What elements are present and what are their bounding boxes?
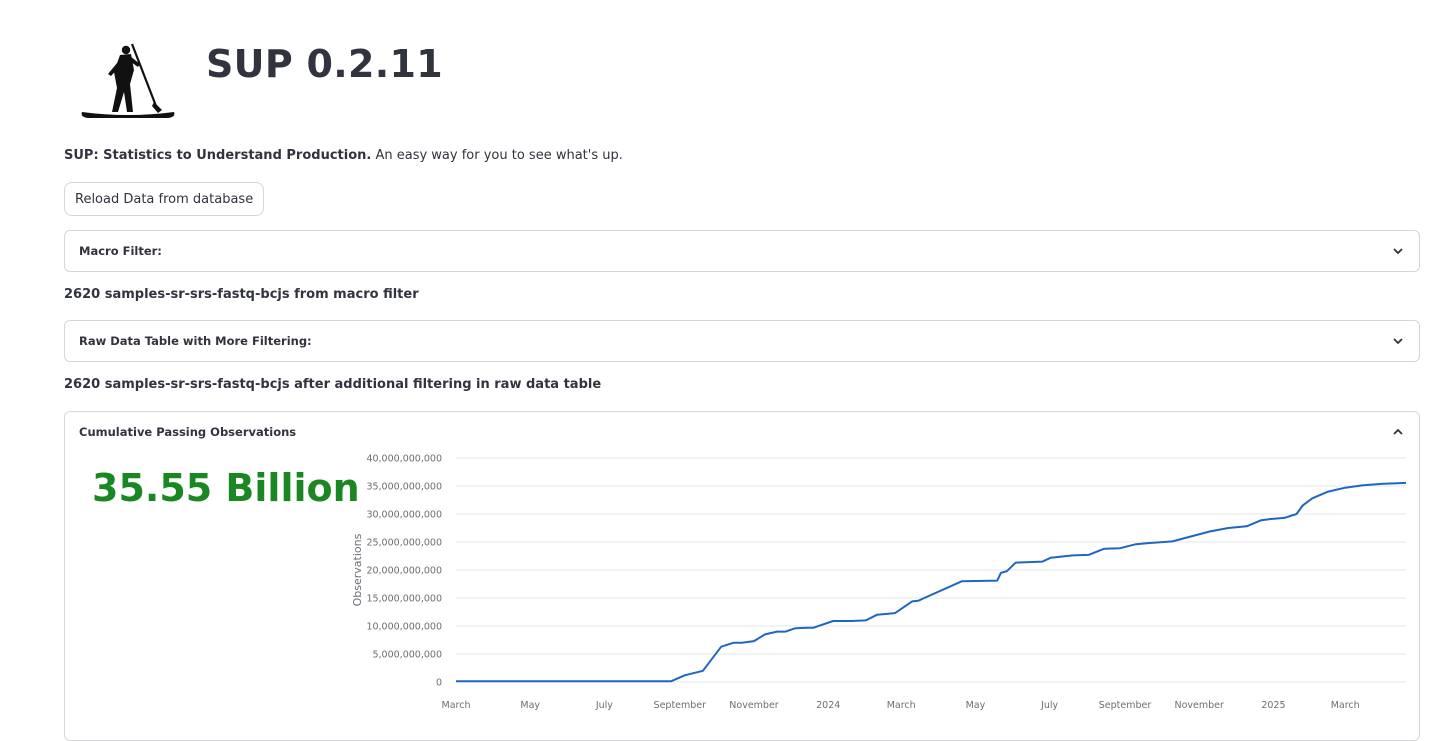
series-line xyxy=(456,481,1407,683)
y-tick-label: 5,000,000,000 xyxy=(372,650,442,661)
x-tick-label: November xyxy=(729,700,779,711)
chevron-up-icon xyxy=(1393,428,1403,435)
x-tick-label: September xyxy=(1099,700,1152,711)
x-tick-label: May xyxy=(520,700,540,711)
cumulative-observations-label: Cumulative Passing Observations xyxy=(79,425,297,439)
y-tick-label: 15,000,000,000 xyxy=(366,594,442,605)
y-tick-label: 10,000,000,000 xyxy=(366,622,442,633)
raw-data-table-header[interactable]: Raw Data Table with More Filtering: xyxy=(65,321,1419,361)
reload-data-button[interactable]: Reload Data from database xyxy=(64,182,265,216)
cumulative-metric-value: 35.55 Billion xyxy=(92,466,360,510)
y-tick-label: 30,000,000,000 xyxy=(366,510,442,521)
x-tick-label: March xyxy=(887,700,916,711)
x-tick-label: March xyxy=(1331,700,1360,711)
x-tick-label: July xyxy=(1040,700,1058,711)
y-axis-label: Observations xyxy=(351,533,364,606)
x-tick-label: May xyxy=(966,700,986,711)
cumulative-observations-chart: 0 5,000,000,000 10,000,000,000 15,000,000,0… xyxy=(351,454,1407,711)
chevron-down-icon xyxy=(1393,338,1403,345)
cumulative-observations-header[interactable]: Cumulative Passing Observations xyxy=(65,412,1419,452)
y-tick-label: 25,000,000,000 xyxy=(366,538,442,549)
x-tick-label: March xyxy=(442,700,471,711)
y-tick-label: 0 xyxy=(436,678,442,689)
app-description-rest: An easy way for you to see what's up. xyxy=(371,148,623,163)
y-tick-label: 40,000,000,000 xyxy=(366,454,442,465)
app-description-bold: SUP: Statistics to Understand Production… xyxy=(64,148,372,163)
x-tick-label: September xyxy=(654,700,707,711)
x-tick-label: November xyxy=(1175,700,1225,711)
macro-filter-header[interactable]: Macro Filter: xyxy=(65,231,1419,271)
app-title: SUP 0.2.11 xyxy=(206,42,443,86)
x-tick-label: 2024 xyxy=(816,700,840,711)
app-description: SUP: Statistics to Understand Production… xyxy=(64,148,623,163)
chevron-down-icon xyxy=(1393,248,1403,255)
x-tick-label: 2025 xyxy=(1261,700,1285,711)
y-tick-label: 35,000,000,000 xyxy=(366,482,442,493)
macro-filter-label: Macro Filter: xyxy=(79,244,162,258)
filtered-count: 2620 samples-sr-srs-fastq-bcjs after add… xyxy=(64,377,602,392)
y-tick-label: 20,000,000,000 xyxy=(366,566,442,577)
macro-filter-expander: Macro Filter: xyxy=(64,230,1420,272)
cumulative-observations-expander: Cumulative Passing Observations xyxy=(64,411,1420,741)
raw-data-table-expander: Raw Data Table with More Filtering: xyxy=(64,320,1420,362)
x-tick-label: July xyxy=(595,700,613,711)
raw-data-table-label: Raw Data Table with More Filtering: xyxy=(79,334,312,348)
macro-filter-count: 2620 samples-sr-srs-fastq-bcjs from macr… xyxy=(64,287,419,302)
sup-paddleboarder-logo xyxy=(81,43,175,118)
